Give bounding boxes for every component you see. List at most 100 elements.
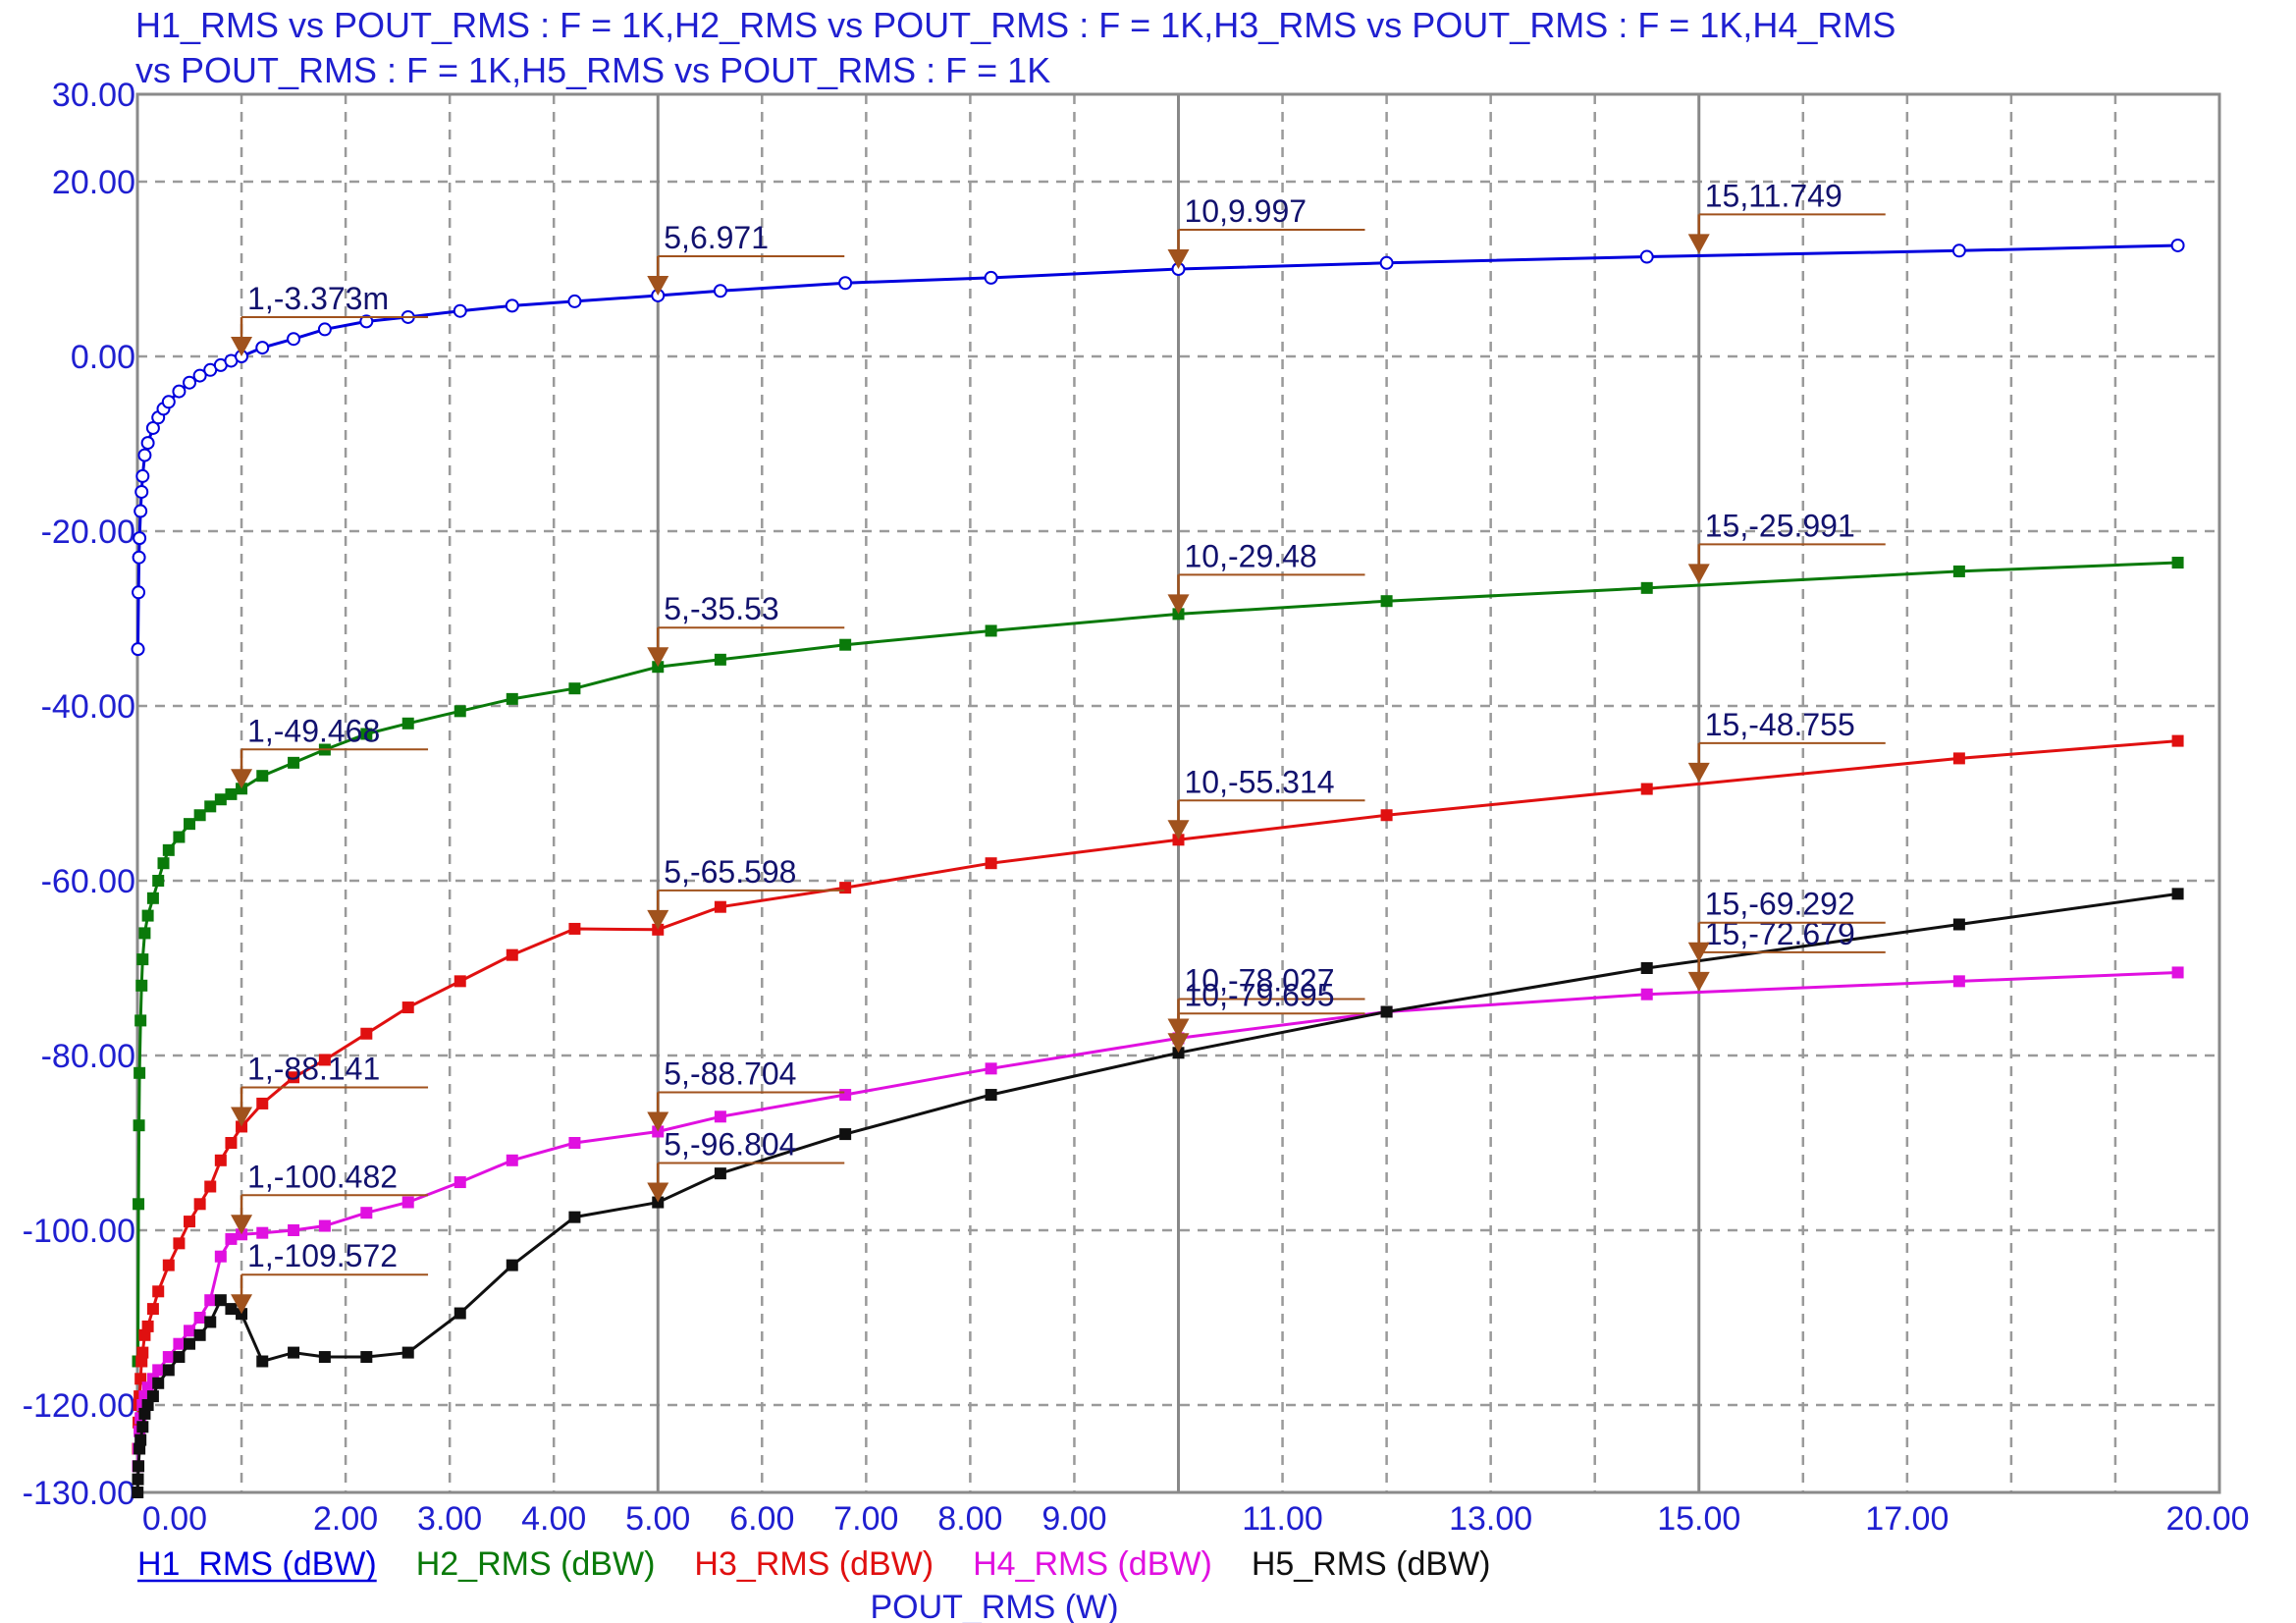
data-point [985, 857, 997, 870]
annotation-arrow [231, 1107, 253, 1127]
annotation-arrow [1687, 971, 1710, 992]
data-point [984, 270, 998, 285]
data-point [1640, 581, 1653, 594]
annotation: 1,-100.482 [231, 1159, 429, 1235]
legend-entry-1: H1_RMS (dBW) [137, 1545, 377, 1583]
annotation-arrow [231, 769, 253, 789]
data-point [568, 1211, 581, 1223]
data-point [568, 922, 581, 935]
data-point [401, 1346, 414, 1359]
plot-frame [135, 92, 2221, 1494]
data-point [204, 1316, 217, 1328]
data-point [2170, 238, 2185, 252]
data-point [453, 303, 467, 318]
x-tick-label: 6.00 [729, 1500, 794, 1538]
legend: H1_RMS (dBW) H2_RMS (dBW) H3_RMS (dBW) H4_R… [137, 1545, 1491, 1583]
series-3 [132, 734, 2184, 1455]
annotation: 15,11.749 [1687, 178, 1886, 254]
data-point [1952, 752, 1965, 765]
data-point [137, 448, 152, 462]
data-point [714, 653, 726, 666]
x-tick-label: 9.00 [1041, 1500, 1106, 1538]
annotation-arrow [231, 1215, 253, 1235]
annotation-label: 1,-3.373m [247, 281, 389, 316]
data-point [136, 1421, 149, 1434]
annotation: 5,-88.704 [647, 1055, 845, 1132]
x-tick-label: 11.00 [1242, 1500, 1323, 1538]
data-point [192, 368, 207, 383]
data-point [359, 314, 374, 329]
data-point [401, 1001, 414, 1014]
legend-entry-4: H4_RMS (dBW) [973, 1545, 1212, 1583]
chart-title-line-2: vs POUT_RMS : F = 1K,H5_RMS vs POUT_RMS … [135, 50, 1050, 90]
annotation-layer: 1,-3.373m 5,6.971 10,9.997 15,11.749 1,-49.4… [231, 178, 1886, 1315]
annotation: 15,-48.755 [1687, 707, 1886, 783]
data-point [225, 1137, 238, 1149]
annotation: 5,-35.53 [647, 591, 845, 668]
annotation: 1,-109.572 [231, 1238, 429, 1315]
data-point [184, 1216, 196, 1228]
data-point [506, 692, 518, 705]
data-point [133, 531, 147, 546]
data-point [133, 1198, 145, 1211]
legend-entry-3: H3_RMS (dBW) [694, 1545, 934, 1583]
x-tick-label: 2.00 [313, 1500, 378, 1538]
data-point [567, 294, 582, 308]
annotation-arrow [1167, 820, 1190, 840]
annotation-label: 1,-109.572 [247, 1238, 398, 1273]
annotation-arrow [1687, 762, 1710, 783]
data-point [985, 1089, 997, 1102]
y-tick-label: 0.00 [71, 339, 135, 376]
annotation-arrow [1167, 594, 1190, 615]
data-point [1952, 975, 1965, 988]
y-axis-ticks: 30.00 20.00 0.00 -20.00 -40.00 -60.00 -80.00 -1… [23, 77, 135, 1512]
data-point [454, 975, 466, 988]
data-point [985, 1062, 997, 1075]
series-line [136, 243, 2178, 650]
data-point [183, 375, 197, 390]
annotation-arrow [647, 909, 669, 930]
annotation: 15,-25.991 [1687, 508, 1886, 584]
data-point [401, 1196, 414, 1209]
annotation: 10,-78.027 [1167, 962, 1365, 1039]
data-point [146, 1390, 159, 1403]
data-point [1379, 255, 1394, 270]
data-point [162, 843, 175, 856]
x-tick-label: 8.00 [937, 1500, 1002, 1538]
annotation-arrow [1687, 564, 1710, 584]
data-point [162, 1364, 175, 1377]
data-point [173, 1237, 186, 1250]
data-point [255, 341, 270, 355]
data-point [173, 831, 186, 843]
data-point [360, 728, 373, 740]
data-point [172, 384, 187, 399]
data-point [133, 1460, 145, 1473]
data-point [318, 1219, 331, 1232]
data-point [568, 682, 581, 695]
data-point [1380, 595, 1393, 608]
annotation: 15,-69.292 [1687, 887, 1886, 962]
data-point [256, 770, 269, 783]
data-point [184, 818, 196, 831]
data-point [2171, 888, 2184, 900]
data-point [568, 1137, 581, 1149]
data-point [136, 1346, 149, 1359]
data-point [2171, 734, 2184, 747]
data-point [505, 298, 519, 313]
x-axis-label: POUT_RMS (W) [870, 1589, 1118, 1623]
annotation-label: 1,-49.468 [247, 713, 380, 748]
y-tick-label: 20.00 [52, 164, 135, 201]
data-point [132, 1487, 144, 1498]
annotation-label: 5,-65.598 [664, 854, 796, 890]
annotation-arrow [647, 647, 669, 668]
data-point [318, 1351, 331, 1364]
grid [137, 94, 2219, 1492]
data-point [1639, 249, 1654, 264]
annotation-label: 5,6.971 [664, 220, 769, 255]
data-point [256, 1226, 269, 1239]
data-point [839, 882, 852, 894]
annotation-label: 10,-29.48 [1185, 538, 1317, 573]
x-tick-label: 13.00 [1449, 1500, 1532, 1538]
data-point [839, 638, 852, 651]
